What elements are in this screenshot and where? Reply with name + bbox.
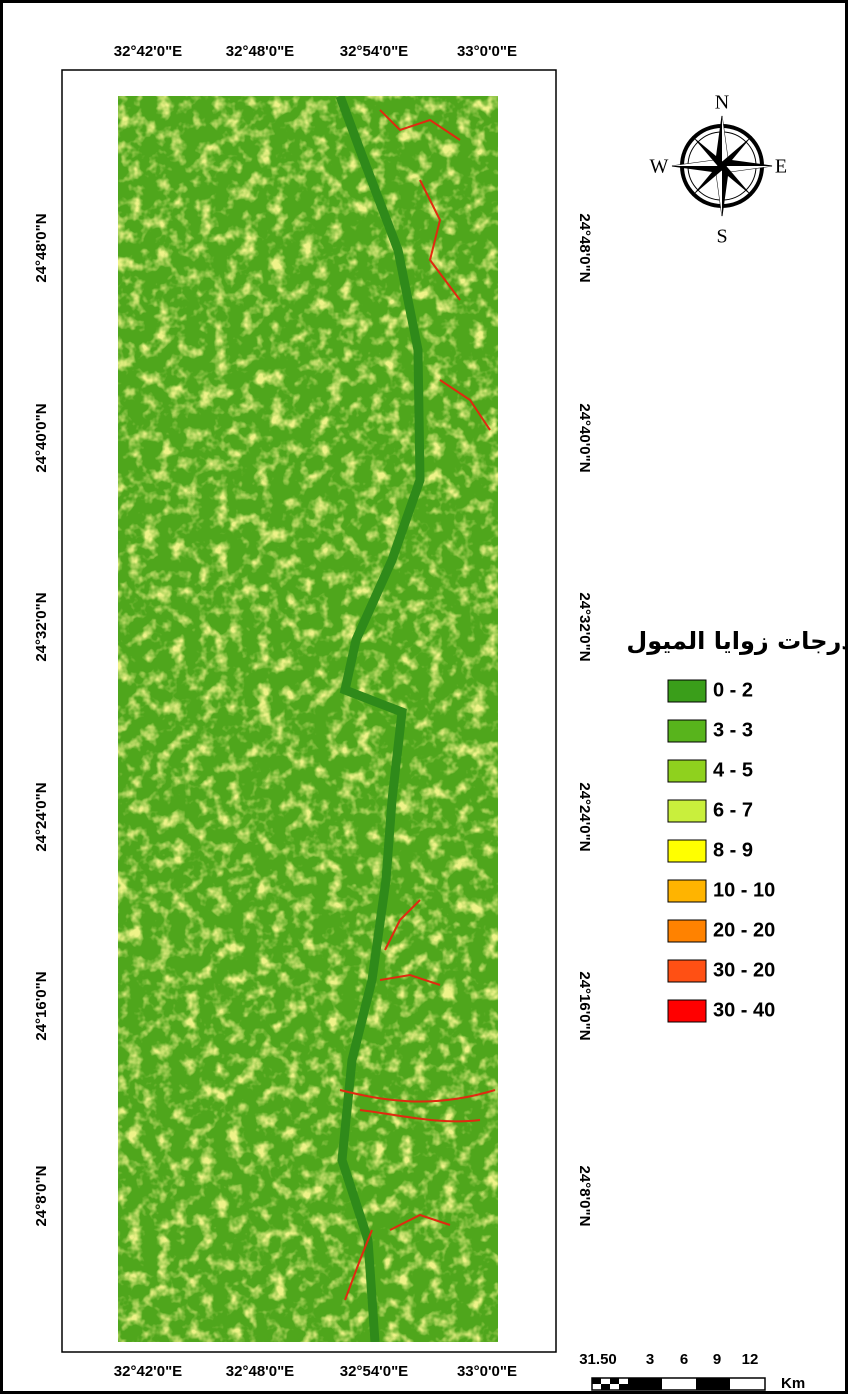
legend-swatch	[668, 840, 706, 862]
scale-unit: Km	[781, 1375, 805, 1392]
right-coord-label: 24°48'0"N	[576, 213, 593, 282]
left-coord-label: 24°40'0"N	[33, 403, 50, 472]
bottom-coord-label: 33°0'0"E	[457, 1363, 517, 1380]
map-page: N S E W درجات زوايا الميول Km 32°42'0"E 3…	[0, 0, 848, 1394]
compass-e: E	[775, 156, 787, 178]
legend-label: 4 - 5	[713, 759, 753, 781]
top-coord-label: 32°48'0"E	[226, 43, 294, 60]
legend-label: 20 - 20	[713, 919, 775, 941]
left-coord-label: 24°16'0"N	[33, 971, 50, 1040]
left-coord-label: 24°8'0"N	[33, 1166, 50, 1227]
bottom-coord-label: 32°48'0"E	[226, 1363, 294, 1380]
legend-swatch	[668, 1000, 706, 1022]
legend-label: 10 - 10	[713, 879, 775, 901]
scale-label: 31.50	[579, 1351, 617, 1368]
legend-swatch	[668, 720, 706, 742]
top-coord-label: 32°54'0"E	[340, 43, 408, 60]
left-coord-label: 24°24'0"N	[33, 782, 50, 851]
top-coord-label: 33°0'0"E	[457, 43, 517, 60]
scale-label: 6	[680, 1351, 688, 1368]
scale-label: 12	[742, 1351, 759, 1368]
right-coord-label: 24°40'0"N	[576, 403, 593, 472]
top-coord-label: 32°42'0"E	[114, 43, 182, 60]
bottom-coord-label: 32°54'0"E	[340, 1363, 408, 1380]
legend-swatch	[668, 760, 706, 782]
legend-label: 6 - 7	[713, 799, 753, 821]
legend-title: درجات زوايا الميول	[626, 627, 848, 655]
right-coord-label: 24°24'0"N	[576, 782, 593, 851]
left-coord-label: 24°32'0"N	[33, 592, 50, 661]
legend-label: 8 - 9	[713, 839, 753, 861]
compass-w: W	[650, 156, 669, 178]
raster-texture	[118, 96, 498, 1342]
scale-bar	[592, 1378, 765, 1390]
legend-swatch	[668, 800, 706, 822]
legend-swatch	[668, 880, 706, 902]
compass-s: S	[716, 226, 727, 248]
right-coord-label: 24°8'0"N	[576, 1166, 593, 1227]
right-coord-label: 24°32'0"N	[576, 592, 593, 661]
scale-label: 3	[646, 1351, 654, 1368]
legend-label: 30 - 40	[713, 999, 775, 1021]
legend-label: 0 - 2	[713, 679, 753, 701]
compass-n: N	[715, 92, 729, 114]
left-coord-label: 24°48'0"N	[33, 213, 50, 282]
legend-label: 30 - 20	[713, 959, 775, 981]
scale-label: 9	[713, 1351, 721, 1368]
legend-label: 3 - 3	[713, 719, 753, 741]
right-coord-label: 24°16'0"N	[576, 971, 593, 1040]
legend-swatch	[668, 960, 706, 982]
legend-swatch	[668, 920, 706, 942]
legend-swatch	[668, 680, 706, 702]
bottom-coord-label: 32°42'0"E	[114, 1363, 182, 1380]
slope-raster	[118, 96, 498, 1342]
